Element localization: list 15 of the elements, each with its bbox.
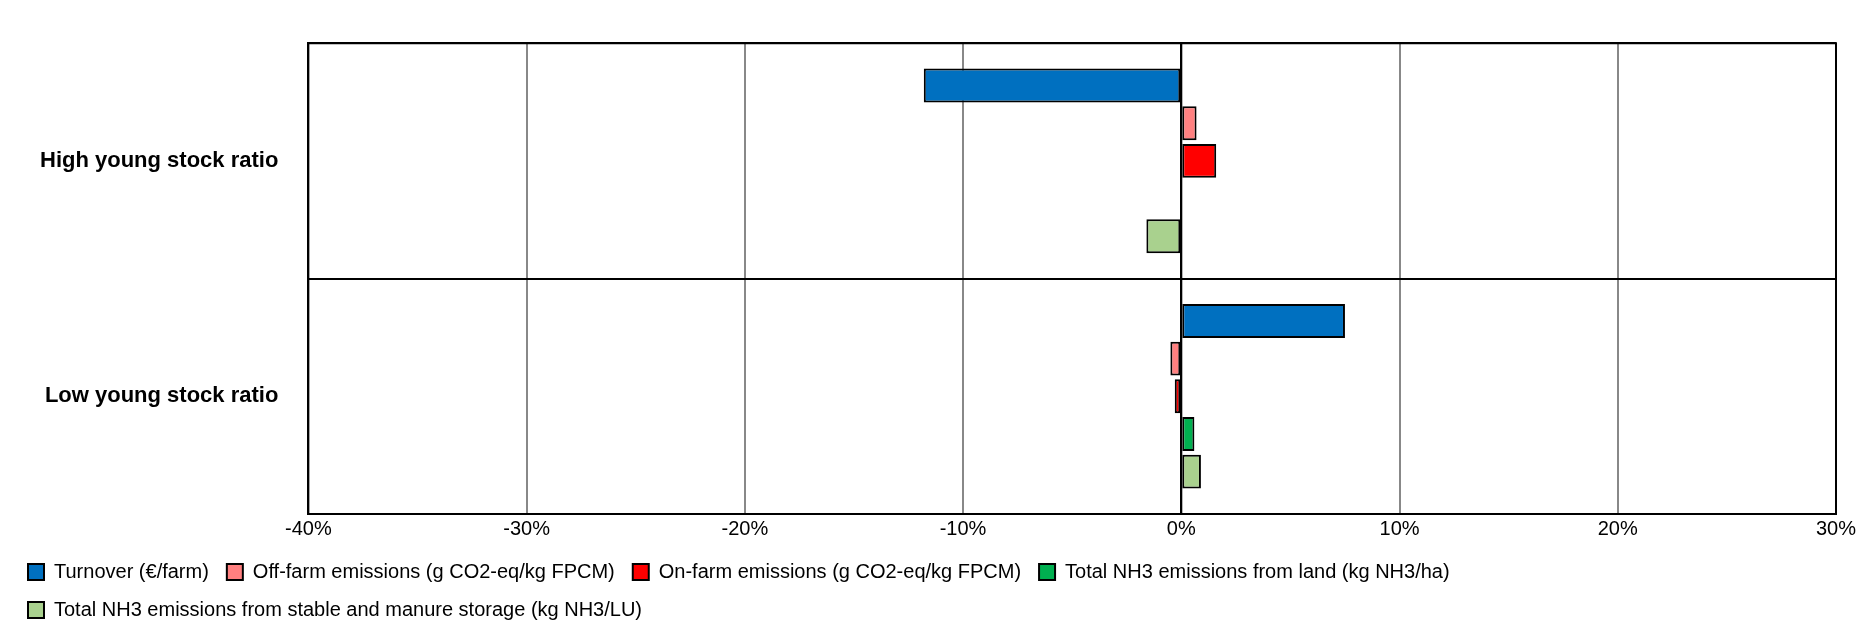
x-tick-label: -10% [939,516,987,539]
legend-label: Total NH3 emissions from land (kg NH3/ha) [1065,559,1450,582]
x-tick-label: -40% [285,516,332,539]
x-tick-label: 20% [1597,516,1638,539]
x-tick-label: 0% [1166,516,1196,539]
legend-label: Off-farm emissions (g CO2-eq/kg FPCM) [252,559,615,582]
y-tick-label: High young stock ratio [39,146,279,172]
x-tick-label: -20% [721,516,769,539]
x-tick-label: 10% [1379,516,1420,539]
legend-label: Turnover (€/farm) [54,559,209,582]
y-tick-label: Low young stock ratio [44,382,279,408]
x-tick-label: 30% [1815,516,1857,539]
legend-label: Total NH3 emissions from stable and manure storage (kg NH3/LU) [54,597,643,620]
legend-label: On-farm emissions (g CO2-eq/kg FPCM) [658,559,1022,582]
x-tick-label: -30% [503,516,551,539]
